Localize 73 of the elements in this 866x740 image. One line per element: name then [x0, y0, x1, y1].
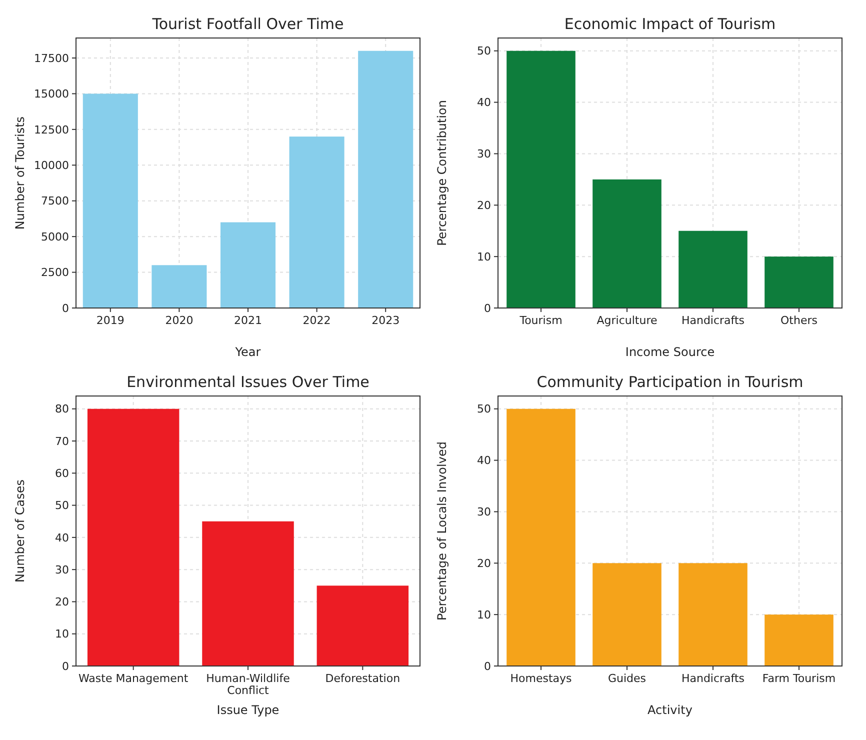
- y-tick-label: 40: [477, 96, 491, 110]
- bar: [506, 50, 576, 308]
- y-tick-label: 0: [484, 302, 491, 315]
- x-axis-title: Year: [234, 345, 261, 359]
- y-tick-label: 30: [477, 148, 491, 161]
- bar: [678, 230, 748, 308]
- bar: [82, 94, 138, 308]
- bar: [678, 563, 748, 666]
- y-tick-label: 20: [477, 198, 491, 212]
- bar: [289, 136, 344, 308]
- chart-title: Tourist Footfall Over Time: [151, 15, 344, 33]
- x-tick-label: Deforestation: [325, 672, 400, 685]
- y-axis-title: Percentage Contribution: [435, 100, 449, 246]
- y-axis-title: Number of Cases: [13, 479, 27, 583]
- y-tick-label: 0: [62, 302, 69, 315]
- chart-title: Environmental Issues Over Time: [126, 373, 370, 391]
- y-tick-label: 50: [55, 499, 69, 512]
- x-tick-label: Agriculture: [596, 314, 658, 327]
- y-tick-label: 50: [477, 44, 491, 58]
- x-tick-label: Handicrafts: [681, 672, 745, 685]
- bar: [592, 179, 662, 308]
- x-tick-label: Guides: [608, 672, 646, 685]
- bar: [220, 222, 276, 308]
- bar: [506, 408, 576, 666]
- x-tick-label: Others: [780, 314, 818, 327]
- bar: [764, 256, 834, 308]
- x-tick-label: 2023: [372, 314, 400, 327]
- y-tick-label: 20: [55, 596, 69, 609]
- y-tick-label: 60: [55, 466, 69, 480]
- x-tick-label: Tourism: [518, 314, 562, 327]
- x-axis-title: Issue Type: [216, 703, 280, 717]
- y-tick-label: 70: [55, 434, 69, 448]
- x-tick-label: 2022: [302, 314, 331, 327]
- y-tick-label: 20: [477, 556, 491, 570]
- y-tick-label: 10000: [34, 158, 69, 172]
- y-tick-label: 2500: [41, 266, 69, 280]
- x-tick-label: Homestays: [510, 672, 572, 685]
- bar: [592, 563, 662, 666]
- x-tick-label: 2021: [234, 314, 262, 327]
- chart-title: Economic Impact of Tourism: [564, 15, 776, 33]
- y-tick-label: 7500: [41, 194, 69, 208]
- y-tick-label: 40: [477, 454, 491, 468]
- x-tick-label: Waste Management: [78, 672, 189, 685]
- y-tick-label: 10: [55, 628, 69, 641]
- y-tick-label: 15000: [34, 88, 69, 101]
- x-tick-label: 2020: [165, 314, 194, 327]
- y-axis-title: Number of Tourists: [13, 116, 27, 230]
- y-tick-label: 40: [55, 531, 69, 544]
- chart-title: Community Participation in Tourism: [536, 373, 804, 391]
- bar: [152, 265, 207, 308]
- bar: [358, 50, 414, 308]
- y-tick-label: 0: [484, 660, 491, 673]
- y-tick-label: 12500: [34, 123, 69, 136]
- x-axis-title: Activity: [648, 703, 692, 717]
- x-tick-label: Handicrafts: [681, 314, 745, 327]
- bar: [316, 586, 409, 666]
- y-tick-label: 30: [477, 506, 491, 519]
- x-tick-label: Human-Wildlife Conflict: [206, 672, 290, 697]
- x-tick-label: 2019: [96, 314, 124, 327]
- bar: [87, 408, 180, 666]
- y-tick-label: 17500: [34, 52, 69, 65]
- y-tick-label: 80: [55, 402, 69, 416]
- y-tick-label: 10: [477, 608, 491, 622]
- y-axis-title: Percentage of Locals Involved: [435, 442, 449, 620]
- y-tick-label: 0: [62, 660, 69, 673]
- y-tick-label: 50: [477, 402, 491, 416]
- bar: [764, 614, 834, 666]
- bar: [202, 521, 294, 666]
- y-tick-label: 30: [55, 563, 69, 576]
- y-tick-label: 5000: [41, 230, 69, 244]
- x-axis-title: Income Source: [625, 345, 715, 359]
- y-tick-label: 10: [477, 250, 491, 264]
- x-tick-label: Farm Tourism: [762, 672, 836, 685]
